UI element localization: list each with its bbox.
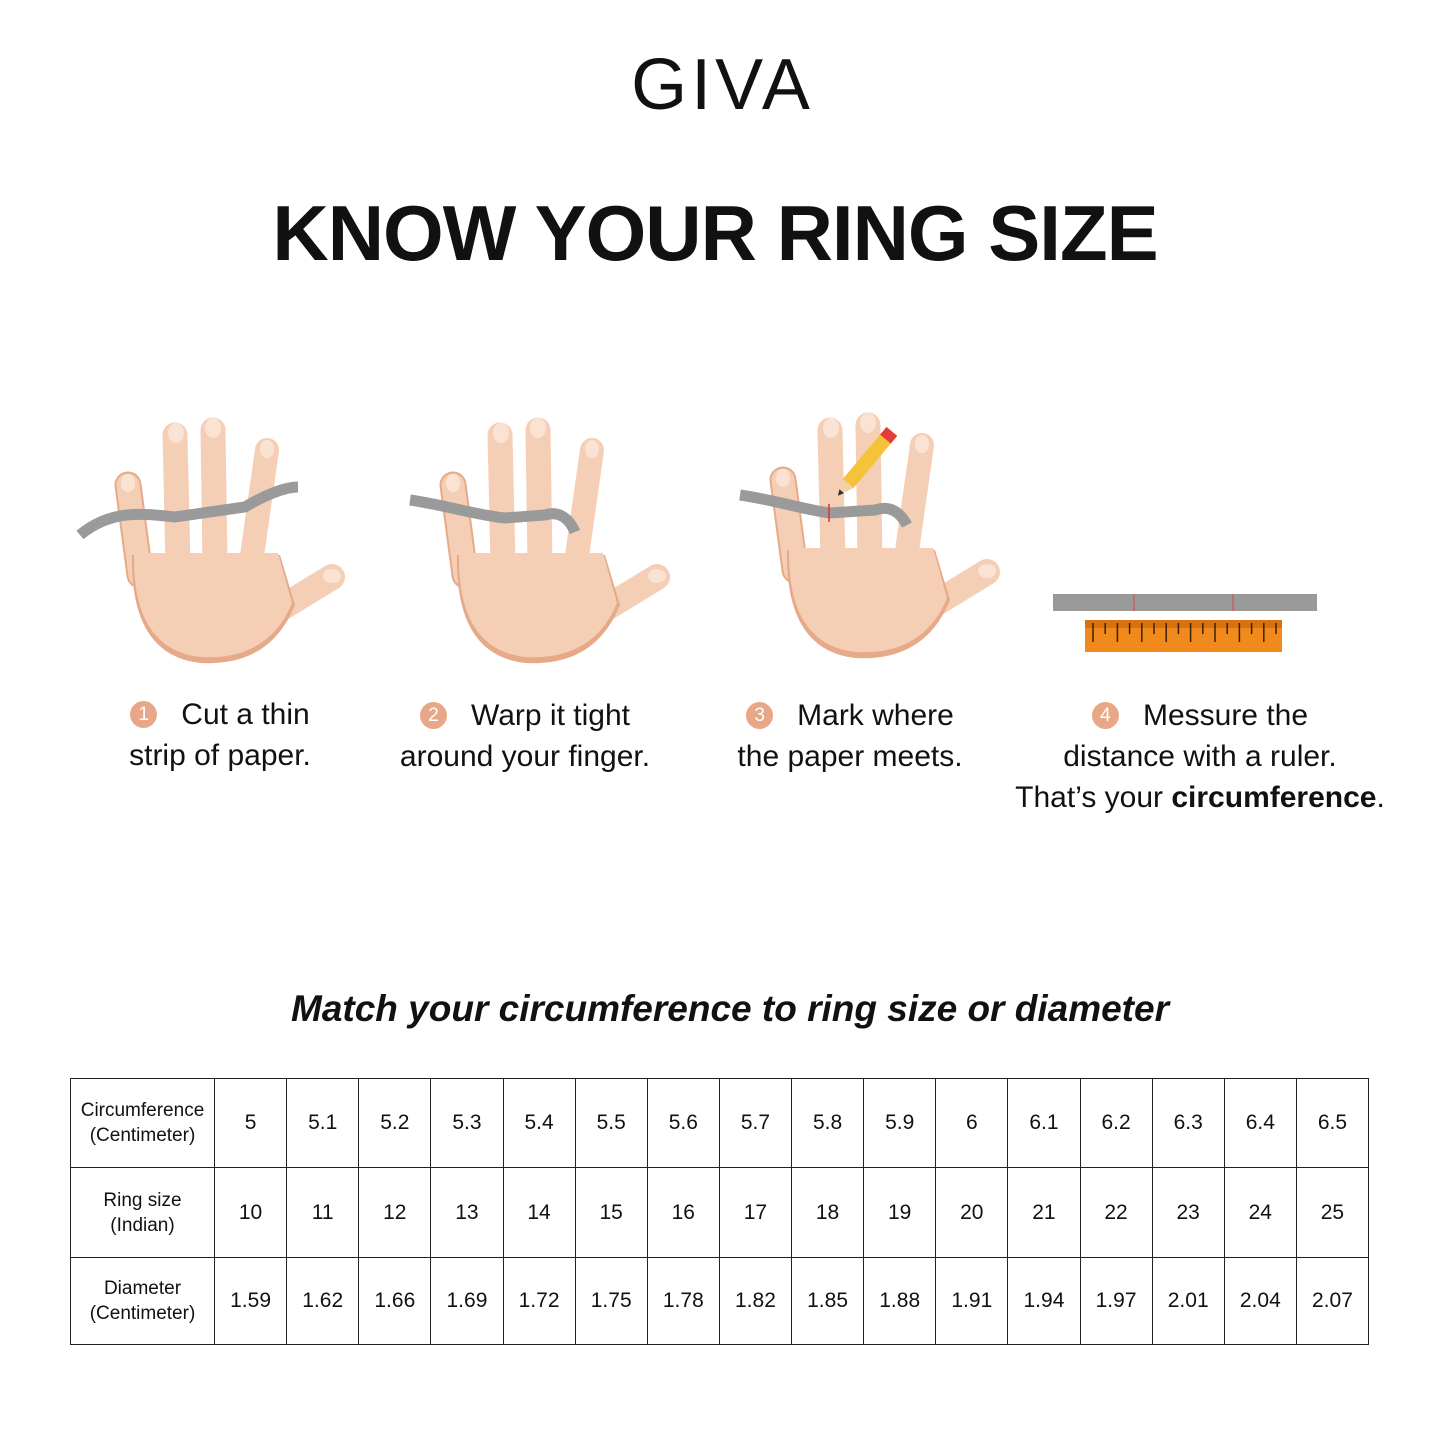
- table-row: Diameter (Centimeter) 1.59 1.62 1.66 1.69 1.72…: [70, 1257, 1370, 1345]
- step-badge: 1: [130, 701, 158, 728]
- table-cell: 1.75: [574, 1257, 648, 1345]
- row-header-line: Circumference: [80, 1100, 205, 1121]
- page-title: KNOW YOUR RING SIZE: [272, 189, 1158, 277]
- table-cell: 6.2: [1079, 1078, 1153, 1168]
- table-cell: 10: [213, 1167, 288, 1258]
- table-cell: 24: [1223, 1167, 1297, 1258]
- table-cell: 1.94: [1007, 1257, 1081, 1345]
- table-cell: 25: [1295, 1167, 1370, 1258]
- table-cell: 1.72: [502, 1257, 576, 1345]
- table-cell: 15: [574, 1167, 648, 1258]
- table-cell: 5.8: [790, 1078, 865, 1168]
- ring-size-table: Circumference (Centimeter) 5 5.1 5.2 5.3 5.4 5.…: [70, 1078, 1370, 1345]
- table-cell: 1.59: [213, 1257, 288, 1345]
- table-cell: 6: [935, 1078, 1009, 1168]
- row-header: Circumference (Centimeter): [70, 1078, 215, 1168]
- step-text: strip of paper.: [129, 739, 311, 772]
- row-header: Diameter (Centimeter): [70, 1257, 215, 1345]
- step-text: Warp it tight: [471, 699, 630, 732]
- table-cell: 11: [286, 1167, 360, 1258]
- table-cell: 16: [646, 1167, 720, 1258]
- step-text: Cut a thin: [181, 698, 310, 731]
- table-subtitle: Match your circumference to ring size or…: [291, 988, 1169, 1029]
- step-text: Messure the: [1142, 699, 1309, 732]
- table-cell: 5.6: [646, 1078, 720, 1168]
- table-cell: 6.3: [1151, 1078, 1225, 1168]
- table-cell: 6.1: [1007, 1078, 1081, 1168]
- table-cell: 18: [790, 1167, 865, 1258]
- table-row: Ring size (Indian) 10 11 12 13 14 15 16 17 18 19 20 2…: [70, 1167, 1370, 1258]
- table-cell: 13: [430, 1167, 504, 1258]
- table-cell: 21: [1007, 1167, 1081, 1258]
- hand-illustration-step-2: [395, 405, 675, 675]
- table-cell: 17: [718, 1167, 793, 1258]
- table-cell: 5.7: [718, 1078, 793, 1168]
- table-cell: 2.01: [1151, 1257, 1225, 1345]
- table-cell: 2.07: [1295, 1257, 1370, 1345]
- row-header-line: Diameter: [103, 1278, 182, 1299]
- row-header-line: Ring size: [103, 1189, 182, 1211]
- pencil-icon: [837, 426, 898, 496]
- table-cell: 1.62: [286, 1257, 360, 1345]
- table-cell: 5.2: [358, 1078, 432, 1168]
- step-badge: 3: [746, 702, 774, 729]
- paper-strip: [1053, 594, 1317, 611]
- hand-illustration-step-3: [725, 400, 1005, 670]
- table-cell: 14: [502, 1167, 576, 1258]
- table-cell: 5.4: [502, 1078, 576, 1168]
- table-cell: 2.04: [1223, 1257, 1297, 1345]
- step-text: the paper meets.: [737, 740, 963, 773]
- step-3: 3 Mark where the paper meets.: [690, 695, 1010, 777]
- row-header-line: (Centimeter): [89, 1303, 196, 1324]
- row-header-line: (Indian): [110, 1214, 175, 1236]
- row-header: Ring size (Indian): [70, 1167, 215, 1258]
- step-text: around your finger.: [399, 740, 651, 773]
- step-text: That’s your: [1015, 781, 1172, 814]
- table-cell: 5.3: [430, 1078, 504, 1168]
- paper-strip: [409, 494, 581, 535]
- step-badge: 2: [420, 702, 448, 729]
- table-cell: 6.4: [1223, 1078, 1297, 1168]
- giva-logo: GIVA: [631, 45, 814, 125]
- table-cell: 1.69: [430, 1257, 504, 1345]
- table-cell: 1.82: [718, 1257, 793, 1345]
- table-cell: 6.5: [1295, 1078, 1370, 1168]
- hand-illustration-step-1: [70, 405, 350, 675]
- paper-strip: [739, 489, 912, 528]
- table-cell: 1.97: [1079, 1257, 1153, 1345]
- step-text: .: [1376, 781, 1385, 814]
- table-cell: 1.66: [358, 1257, 432, 1345]
- table-cell: 19: [863, 1167, 937, 1258]
- step-badge: 4: [1091, 702, 1119, 729]
- step-text: distance with a ruler.: [1063, 740, 1337, 773]
- table-row: Circumference (Centimeter) 5 5.1 5.2 5.3 5.4 5.…: [70, 1078, 1370, 1168]
- table-cell: 1.91: [935, 1257, 1009, 1345]
- table-cell: 22: [1079, 1167, 1153, 1258]
- table-cell: 20: [935, 1167, 1009, 1258]
- circumference-emphasis: circumference: [1171, 781, 1377, 814]
- step-1: 1 Cut a thin strip of paper.: [60, 694, 380, 776]
- table-cell: 5.9: [863, 1078, 937, 1168]
- step-4: 4 Messure the distance with a ruler. That…: [990, 695, 1410, 818]
- row-header-line: (Centimeter): [89, 1125, 196, 1146]
- table-cell: 5.1: [286, 1078, 360, 1168]
- table-cell: 1.78: [646, 1257, 720, 1345]
- table-cell: 1.85: [790, 1257, 865, 1345]
- table-cell: 12: [358, 1167, 432, 1258]
- table-cell: 5: [213, 1078, 288, 1168]
- step-2: 2 Warp it tight around your finger.: [355, 695, 695, 777]
- table-cell: 23: [1151, 1167, 1225, 1258]
- table-cell: 1.88: [863, 1257, 937, 1345]
- paper-strip: [76, 481, 299, 540]
- ruler-illustration: [1053, 594, 1317, 652]
- table-cell: 5.5: [574, 1078, 648, 1168]
- step-text: Mark where: [797, 699, 954, 732]
